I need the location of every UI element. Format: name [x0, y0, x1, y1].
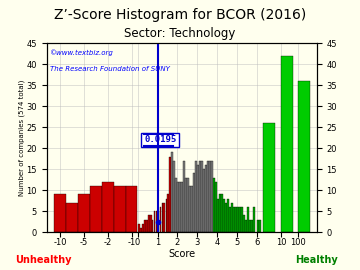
Bar — [217, 199, 219, 232]
Bar — [205, 165, 207, 232]
Bar — [235, 207, 237, 232]
Bar — [126, 186, 138, 232]
Bar — [102, 182, 114, 232]
Bar — [239, 207, 241, 232]
Bar — [245, 220, 247, 232]
Bar — [195, 161, 197, 232]
Bar — [175, 178, 177, 232]
Bar — [237, 207, 239, 232]
Bar — [192, 186, 193, 232]
Bar — [179, 182, 181, 232]
Bar — [185, 178, 187, 232]
Bar — [170, 157, 171, 232]
Text: Unhealthy: Unhealthy — [15, 255, 71, 265]
Bar — [281, 56, 293, 232]
Bar — [162, 203, 163, 232]
Bar — [227, 199, 229, 232]
Bar — [215, 182, 217, 232]
Bar — [78, 194, 90, 232]
Bar — [251, 220, 253, 232]
Bar — [203, 169, 205, 232]
Bar — [149, 215, 152, 232]
Bar — [249, 220, 251, 232]
Bar — [66, 203, 78, 232]
Text: ©www.textbiz.org: ©www.textbiz.org — [50, 49, 113, 56]
Bar — [141, 224, 144, 232]
Bar — [188, 178, 189, 232]
Bar — [201, 161, 203, 232]
Bar — [221, 194, 223, 232]
Bar — [257, 220, 259, 232]
X-axis label: Score: Score — [168, 249, 195, 259]
Bar — [209, 161, 211, 232]
Bar — [219, 194, 221, 232]
Text: Z’-Score Histogram for BCOR (2016): Z’-Score Histogram for BCOR (2016) — [54, 8, 306, 22]
Bar — [156, 211, 157, 232]
Bar — [197, 165, 199, 232]
Bar — [177, 182, 179, 232]
Bar — [144, 220, 145, 232]
Bar — [247, 207, 249, 232]
Text: The Research Foundation of SUNY: The Research Foundation of SUNY — [50, 66, 169, 72]
Bar — [174, 161, 175, 232]
Bar — [54, 194, 66, 232]
Bar — [184, 161, 185, 232]
Bar — [171, 152, 174, 232]
Y-axis label: Number of companies (574 total): Number of companies (574 total) — [19, 79, 25, 196]
Bar — [90, 186, 102, 232]
Bar — [154, 211, 156, 232]
Bar — [253, 207, 255, 232]
Bar — [138, 224, 140, 232]
Bar — [233, 207, 235, 232]
Bar — [211, 161, 213, 232]
Bar — [140, 228, 141, 232]
Bar — [207, 161, 209, 232]
Bar — [263, 123, 275, 232]
Bar — [231, 203, 233, 232]
Bar — [298, 81, 310, 232]
Bar — [189, 186, 191, 232]
Bar — [163, 203, 166, 232]
Bar — [152, 220, 153, 232]
Bar — [148, 215, 149, 232]
Bar — [158, 211, 159, 232]
Bar — [243, 215, 245, 232]
Text: 0.0195: 0.0195 — [144, 135, 176, 144]
Bar — [229, 207, 231, 232]
Bar — [213, 178, 215, 232]
Bar — [159, 207, 162, 232]
Bar — [193, 173, 195, 232]
Bar — [166, 199, 167, 232]
Bar — [259, 220, 261, 232]
Bar — [181, 182, 183, 232]
Bar — [223, 199, 225, 232]
Bar — [114, 186, 126, 232]
Text: Sector: Technology: Sector: Technology — [124, 27, 236, 40]
Bar — [241, 207, 243, 232]
Bar — [199, 161, 201, 232]
Bar — [225, 203, 227, 232]
Text: Healthy: Healthy — [296, 255, 338, 265]
Bar — [167, 194, 170, 232]
Bar — [145, 220, 148, 232]
